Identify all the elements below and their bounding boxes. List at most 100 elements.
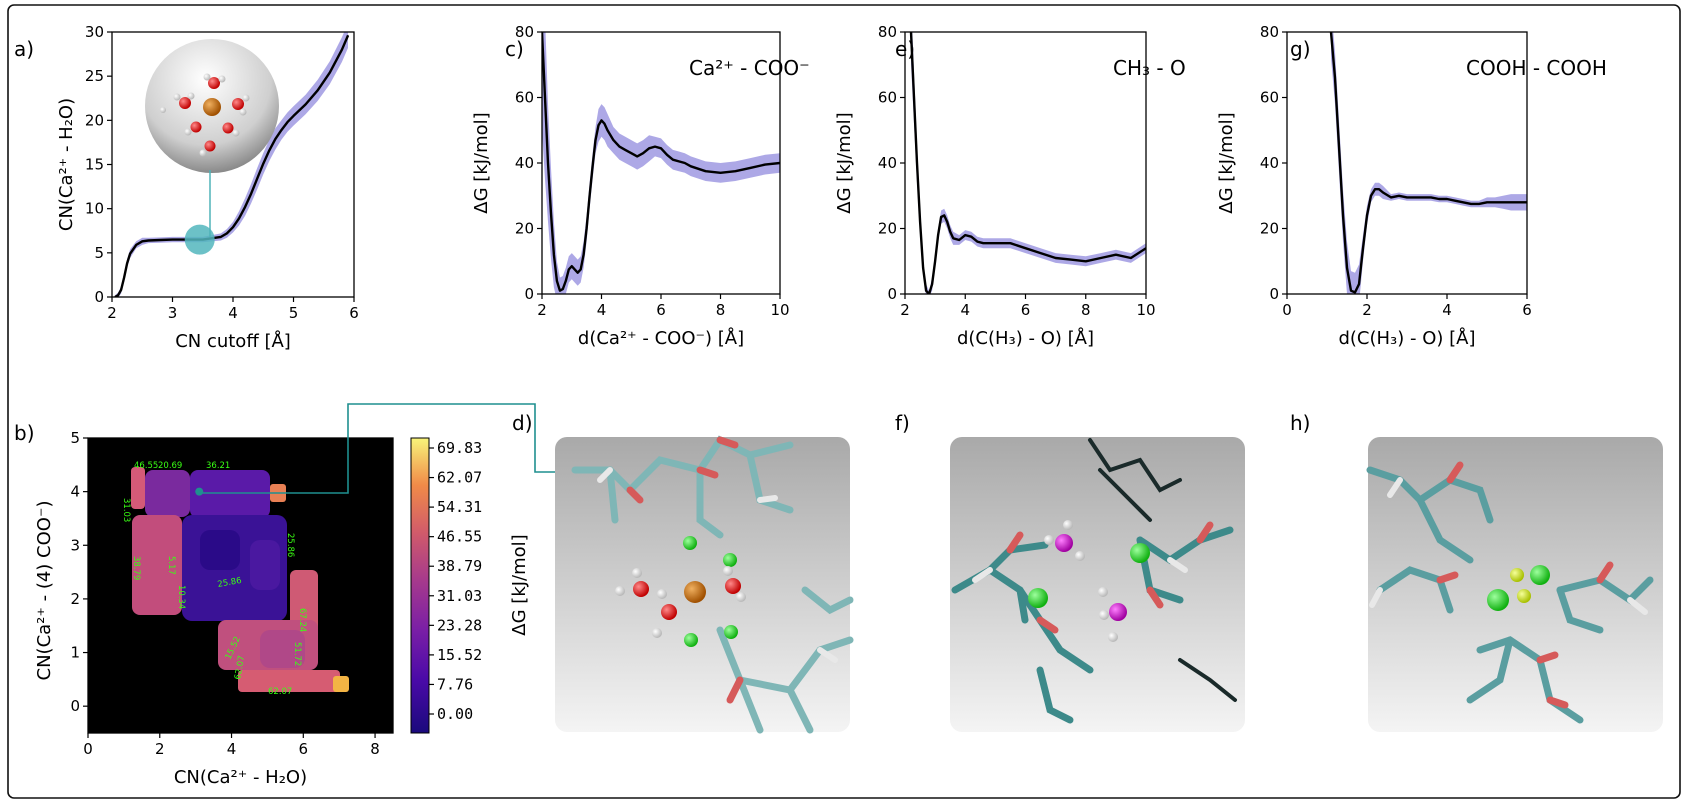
y-tick-label-b: 3 [70, 536, 80, 554]
data-point-g [1414, 196, 1416, 198]
data-point-c [580, 268, 582, 270]
y-axis-label-c: ΔG [kJ/mol] [471, 112, 492, 213]
x-tick-label-a: 6 [349, 304, 359, 322]
data-point-g [1422, 196, 1424, 198]
y-tick-label-g: 40 [1260, 154, 1279, 172]
data-point-e [922, 267, 924, 269]
data-point-a [129, 253, 131, 255]
y-tick-label-a: 20 [85, 111, 104, 129]
data-point-c [589, 195, 591, 197]
y-tick-label-e: 20 [878, 220, 897, 238]
data-point-c [642, 152, 644, 154]
data-point-c [719, 172, 722, 174]
y-tick-label-b: 0 [70, 697, 80, 715]
data-point-c [577, 272, 579, 274]
data-point-e [958, 239, 960, 241]
data-point-c [574, 268, 576, 270]
data-point-a [226, 232, 228, 234]
data-point-a [220, 236, 222, 238]
data-point-c [734, 170, 737, 172]
x-tick-label-c: 4 [597, 301, 607, 319]
data-point-c [556, 280, 558, 282]
panel-label-f: f) [895, 411, 910, 435]
data-point-c [618, 146, 621, 148]
contour-label: 38.79 [131, 556, 141, 580]
x-tick-label-c: 2 [537, 301, 547, 319]
data-point-g [1374, 188, 1376, 190]
y-tick-label-g: 0 [1269, 285, 1279, 303]
data-point-e [937, 234, 939, 236]
data-point-e [1040, 252, 1042, 254]
data-point-e [976, 241, 978, 243]
y-tick-label-a: 30 [85, 23, 104, 41]
data-point-a [256, 178, 258, 180]
data-point-g [1494, 201, 1496, 203]
data-point-c [544, 96, 546, 99]
data-point-c [547, 162, 549, 164]
data-point-g [1462, 201, 1464, 203]
data-point-e [982, 242, 984, 244]
colorbar-label: ΔG [kJ/mol] [509, 534, 530, 635]
data-point-c [583, 254, 585, 256]
data-point-c [636, 155, 638, 157]
x-axis-label-e: d(C(H₃) - O) [Å] [957, 327, 1094, 349]
chart-e: 2 4 6 8 10 0 20 40 60 80 d(C(H₃) - O) [Å] ΔG [kJ/mo… [834, 23, 1156, 349]
axes-frame-b [87, 437, 394, 734]
data-point-g [1398, 195, 1400, 197]
contour-label: 20.69 [158, 461, 182, 471]
data-point-e [940, 216, 942, 218]
x-tick-label-c: 8 [716, 301, 726, 319]
y-tick-label-b: 2 [70, 590, 80, 608]
data-point-a [268, 149, 270, 151]
data-point-a [141, 240, 143, 242]
data-point-a [250, 193, 252, 195]
colorbar-tick-label: 7.76 [437, 675, 473, 693]
data-point-c [606, 129, 609, 131]
plot-area-a [114, 32, 350, 297]
y-tick-label-a: 5 [94, 244, 104, 262]
data-point-g [1378, 188, 1380, 190]
annotation-ch3-o: CH₃ - O [1113, 56, 1186, 80]
annotation-ca-coo: Ca²⁺ - COO⁻ [689, 56, 810, 80]
panel-label-g: g) [1290, 37, 1311, 61]
data-point-e [1115, 254, 1117, 256]
data-point-c [550, 211, 552, 213]
data-point-c [559, 290, 561, 292]
data-point-g [1486, 201, 1488, 203]
data-point-e [1055, 257, 1057, 259]
y-tick-label-a: 15 [85, 156, 104, 174]
data-point-e [931, 283, 933, 285]
plot-area-c [542, 32, 780, 294]
x-tick-label-c: 10 [770, 301, 789, 319]
y-tick-label-g: 20 [1260, 220, 1279, 238]
data-point-e [1100, 257, 1102, 259]
data-point-g [1430, 196, 1432, 198]
x-tick-label-g: 6 [1522, 301, 1532, 319]
data-point-a [274, 138, 276, 140]
data-point-c [600, 119, 603, 121]
data-point-g [1518, 201, 1520, 203]
data-point-g [1454, 200, 1456, 202]
data-point-c [684, 162, 686, 164]
data-point-a [305, 103, 307, 105]
data-point-a [238, 217, 240, 219]
colorbar-tick-label: 46.55 [437, 528, 482, 546]
data-point-a [329, 72, 331, 74]
x-tick-label-a: 2 [107, 304, 117, 322]
hydration-sphere-inset [145, 39, 279, 237]
axes-b: 0 2 4 6 8 0 1 2 3 4 5 CN(Ca²⁺ - H₂O) CN(Ca²⁺ - (4) C… [34, 429, 394, 788]
colorbar-ticks: 69.83 62.07 54.31 46.55 38.79 31.03 23.28 15.52… [429, 439, 482, 723]
contour-label: 46.55 [134, 461, 158, 471]
contour-label: 5.17 [166, 556, 176, 575]
data-point-e [970, 236, 972, 238]
panel-label-h: h) [1290, 411, 1310, 435]
plot-area-g [1329, 32, 1527, 294]
data-point-c [562, 288, 564, 290]
colorbar-tick-label: 54.31 [437, 498, 482, 516]
data-point-c [678, 160, 680, 162]
data-point-a [317, 89, 319, 91]
panel-label-a: a) [14, 37, 34, 61]
plot-area-e [909, 32, 1146, 294]
colorbar-tick-label: 0.00 [437, 705, 473, 723]
